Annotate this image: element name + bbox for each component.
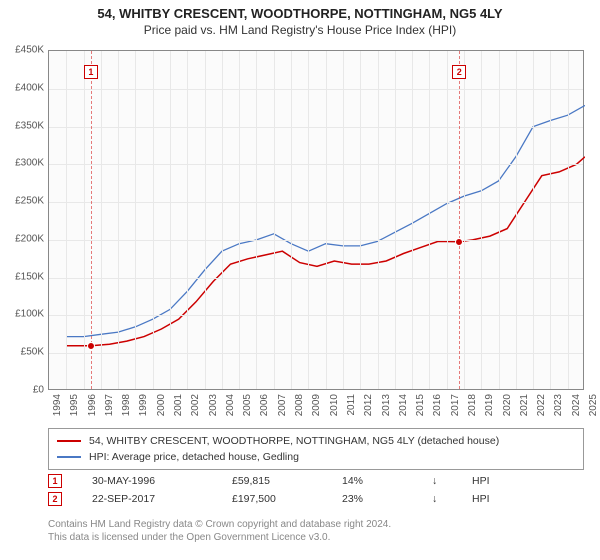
x-tick-label: 2015 [415, 394, 426, 416]
x-tick-label: 1996 [87, 394, 98, 416]
x-tick-label: 2017 [450, 394, 461, 416]
x-tick-label: 2013 [381, 394, 392, 416]
sale-reference-line [91, 51, 92, 389]
legend-item-property: 54, WHITBY CRESCENT, WOODTHORPE, NOTTING… [57, 433, 575, 449]
y-tick-label: £100K [15, 309, 44, 320]
sale-diff-2: 23% [342, 493, 402, 505]
sale-marker-2: 2 [48, 492, 62, 506]
x-tick-label: 2024 [571, 394, 582, 416]
x-tick-label: 2018 [467, 394, 478, 416]
sale-row-1: 1 30-MAY-1996 £59,815 14% ↓ HPI [48, 472, 584, 490]
sale-diff-1: 14% [342, 475, 402, 487]
line-series-svg [49, 51, 585, 391]
legend-label-hpi: HPI: Average price, detached house, Gedl… [89, 451, 299, 463]
sale-ref-2: HPI [472, 493, 502, 505]
y-tick-label: £200K [15, 233, 44, 244]
x-tick-label: 2004 [225, 394, 236, 416]
sale-point-marker [87, 342, 95, 350]
sale-marker-box: 2 [452, 65, 466, 79]
x-tick-label: 2023 [553, 394, 564, 416]
x-tick-label: 2022 [536, 394, 547, 416]
x-tick-label: 2019 [484, 394, 495, 416]
sale-marker-box: 1 [84, 65, 98, 79]
sale-reference-line [459, 51, 460, 389]
x-tick-label: 2014 [398, 394, 409, 416]
x-tick-label: 2000 [156, 394, 167, 416]
title-block: 54, WHITBY CRESCENT, WOODTHORPE, NOTTING… [0, 0, 600, 39]
y-tick-label: £150K [15, 271, 44, 282]
chart-area: £0£50K£100K£150K£200K£250K£300K£350K£400… [48, 50, 584, 390]
y-tick-label: £400K [15, 82, 44, 93]
x-tick-label: 2005 [242, 394, 253, 416]
x-tick-label: 2021 [519, 394, 530, 416]
sale-marker-1: 1 [48, 474, 62, 488]
x-tick-label: 2020 [502, 394, 513, 416]
footer-licence: This data is licensed under the Open Gov… [48, 531, 584, 544]
y-tick-label: £250K [15, 196, 44, 207]
chart-container: 54, WHITBY CRESCENT, WOODTHORPE, NOTTING… [0, 0, 600, 560]
x-tick-label: 2025 [588, 394, 599, 416]
x-tick-label: 2010 [329, 394, 340, 416]
x-tick-label: 2016 [432, 394, 443, 416]
footer-copyright: Contains HM Land Registry data © Crown c… [48, 518, 584, 531]
sale-date-1: 30-MAY-1996 [92, 475, 202, 487]
footer: Contains HM Land Registry data © Crown c… [48, 518, 584, 544]
x-tick-label: 1994 [52, 394, 63, 416]
sale-date-2: 22-SEP-2017 [92, 493, 202, 505]
sale-ref-1: HPI [472, 475, 502, 487]
chart-title-address: 54, WHITBY CRESCENT, WOODTHORPE, NOTTING… [0, 6, 600, 21]
y-tick-label: £50K [21, 347, 44, 358]
x-tick-label: 2011 [346, 394, 357, 416]
chart-subtitle: Price paid vs. HM Land Registry's House … [0, 23, 600, 37]
sale-price-1: £59,815 [232, 475, 312, 487]
x-tick-label: 2008 [294, 394, 305, 416]
x-tick-label: 2002 [190, 394, 201, 416]
x-tick-label: 1998 [121, 394, 132, 416]
x-tick-label: 2007 [277, 394, 288, 416]
y-tick-label: £300K [15, 158, 44, 169]
x-tick-label: 2001 [173, 394, 184, 416]
y-tick-label: £0 [33, 385, 44, 396]
x-tick-label: 1997 [104, 394, 115, 416]
legend: 54, WHITBY CRESCENT, WOODTHORPE, NOTTING… [48, 428, 584, 470]
sales-table: 1 30-MAY-1996 £59,815 14% ↓ HPI 2 22-SEP… [48, 472, 584, 508]
plot-region: 12 [48, 50, 584, 390]
x-tick-label: 2003 [208, 394, 219, 416]
legend-item-hpi: HPI: Average price, detached house, Gedl… [57, 449, 575, 465]
y-tick-label: £450K [15, 45, 44, 56]
x-tick-label: 1995 [69, 394, 80, 416]
down-arrow-icon: ↓ [432, 493, 442, 505]
legend-label-property: 54, WHITBY CRESCENT, WOODTHORPE, NOTTING… [89, 435, 499, 447]
sale-point-marker [455, 238, 463, 246]
y-tick-label: £350K [15, 120, 44, 131]
x-tick-label: 2009 [311, 394, 322, 416]
sale-row-2: 2 22-SEP-2017 £197,500 23% ↓ HPI [48, 490, 584, 508]
sale-price-2: £197,500 [232, 493, 312, 505]
down-arrow-icon: ↓ [432, 475, 442, 487]
x-tick-label: 2012 [363, 394, 374, 416]
legend-swatch-hpi [57, 456, 81, 458]
x-tick-label: 1999 [138, 394, 149, 416]
legend-swatch-property [57, 440, 81, 442]
x-tick-label: 2006 [259, 394, 270, 416]
